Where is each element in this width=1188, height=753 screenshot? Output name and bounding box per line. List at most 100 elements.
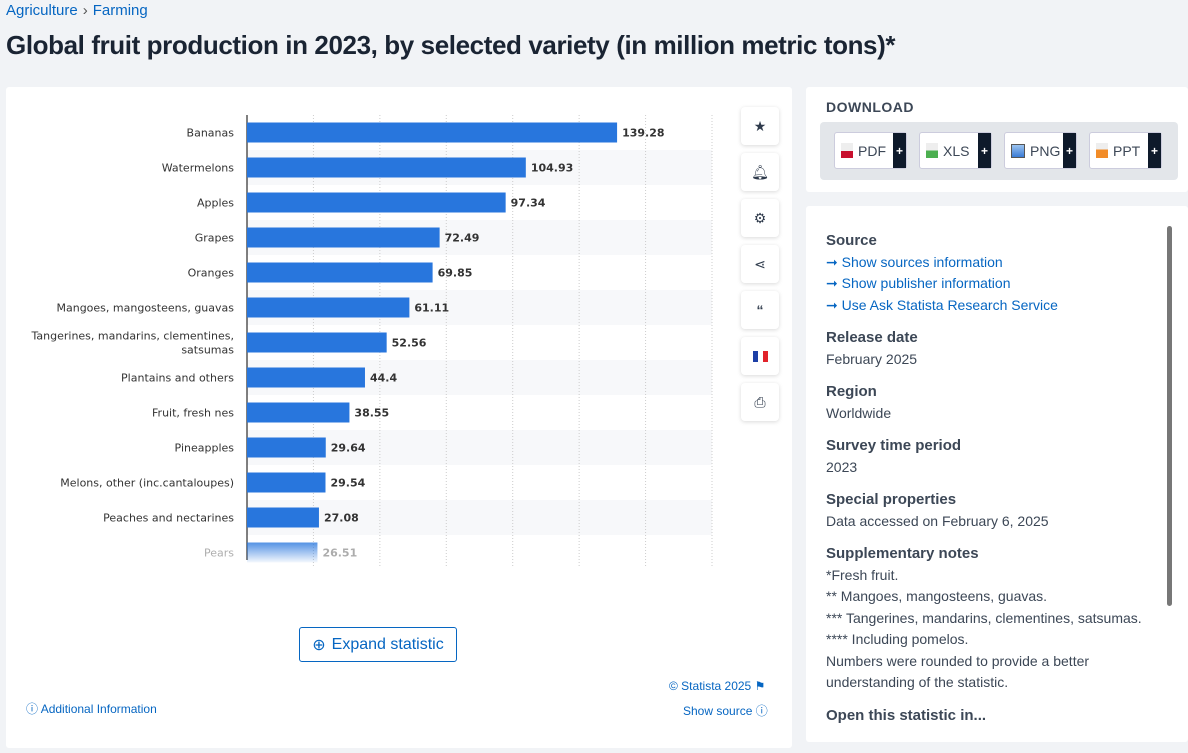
bar (247, 157, 526, 178)
bar (247, 122, 618, 143)
bar (247, 542, 318, 563)
show-source-label: Show source (683, 704, 753, 718)
download-pdf-button[interactable]: PDF + (834, 132, 907, 169)
ask-statista-link[interactable]: ➞ Use Ask Statista Research Service (826, 296, 1058, 313)
survey-period: 2023 (826, 458, 858, 475)
special-heading: Special properties (826, 491, 957, 508)
category-label: satsumas (181, 344, 234, 357)
notes-heading: Supplementary notes (826, 545, 979, 562)
download-title: DOWNLOAD (826, 99, 914, 115)
settings-button[interactable]: ⚙ (741, 199, 779, 237)
data-label: 26.51 (322, 547, 357, 560)
show-sources-link[interactable]: ➞ Show sources information (826, 253, 1003, 270)
info-icon: ⓘ (755, 704, 768, 718)
data-label: 61.11 (414, 302, 449, 315)
data-label: 27.08 (324, 512, 359, 525)
source-heading: Source (826, 232, 877, 249)
link-label: Use Ask Statista Research Service (841, 296, 1058, 313)
breadcrumb-agriculture[interactable]: Agriculture (6, 2, 78, 19)
favorite-button[interactable]: ★ (741, 107, 779, 145)
release-heading: Release date (826, 329, 918, 346)
flag-france-icon (752, 350, 768, 362)
note: Numbers were rounded to provide a better… (826, 652, 1090, 691)
pdf-file-icon (841, 143, 853, 158)
pdf-label: PDF (858, 142, 886, 159)
download-xls-button[interactable]: XLS + (919, 132, 992, 169)
copyright-text: © Statista 2025 (669, 679, 752, 693)
show-publisher-link[interactable]: ➞ Show publisher information (826, 275, 1011, 291)
download-buttons: PDF + XLS + PNG + PPT + (820, 122, 1178, 180)
show-source-link[interactable]: Show source ⓘ (683, 702, 768, 719)
category-label: Peaches and nectarines (103, 512, 234, 525)
bar (247, 472, 326, 493)
plus-circle-icon: ⊕ (312, 636, 326, 654)
ppt-label: PPT (1113, 142, 1141, 159)
expand-statistic-button[interactable]: ⊕ Expand statistic (299, 627, 457, 662)
gear-icon: ⚙ (753, 209, 767, 226)
page-title: Global fruit production in 2023, by sele… (6, 30, 896, 60)
breadcrumb: Agriculture › Farming (6, 2, 148, 19)
category-label: Mangoes, mangosteens, guavas (57, 302, 235, 315)
download-ppt-button[interactable]: PPT + (1089, 132, 1162, 169)
download-png-button[interactable]: PNG + (1004, 132, 1077, 169)
data-label: 44.4 (370, 372, 397, 385)
additional-info-label: Additional Information (40, 702, 157, 716)
additional-information-link[interactable]: ⓘ Additional Information (26, 700, 157, 717)
release-date: February 2025 (826, 350, 918, 367)
link-label: Show sources information (841, 253, 1003, 270)
category-label: Melons, other (inc.cantaloupes) (60, 477, 234, 490)
row-band (247, 500, 712, 535)
link-label: Show publisher information (841, 275, 1011, 291)
region-heading: Region (826, 383, 877, 400)
category-label: Fruit, fresh nes (152, 407, 234, 420)
chart-card: 139.28 Bananas 104.93 Watermelons 97.34 Apple… (6, 87, 792, 748)
period-heading: Survey time period (826, 437, 962, 454)
scrollbar[interactable] (1167, 226, 1172, 606)
plus-icon: + (1063, 133, 1076, 168)
data-label: 97.34 (511, 197, 546, 210)
note: **** Including pomelos. (826, 631, 969, 647)
data-label: 139.28 (622, 127, 664, 140)
breadcrumb-farming[interactable]: Farming (92, 2, 148, 19)
quote-icon: “ (756, 302, 764, 318)
bar (247, 437, 326, 458)
bar (247, 367, 365, 388)
copyright[interactable]: © Statista 2025 ⚑ (669, 679, 765, 693)
info-icon: ⓘ (26, 702, 39, 716)
data-label: 69.85 (438, 267, 473, 280)
download-panel: DOWNLOAD PDF + XLS + PNG + PPT + (806, 87, 1188, 192)
data-label: 72.49 (445, 232, 480, 245)
bar (247, 507, 319, 528)
category-label: Pineapples (175, 442, 235, 455)
png-image-icon (1011, 143, 1025, 158)
print-button[interactable]: ⎙ (741, 383, 779, 421)
category-label: Plantains and others (121, 372, 234, 385)
data-label: 38.55 (354, 407, 389, 420)
share-icon: ⋖ (754, 255, 766, 272)
note: *** Tangerines, mandarins, clementines, … (826, 609, 1142, 626)
share-button[interactable]: ⋖ (741, 245, 779, 283)
category-label: Grapes (195, 232, 235, 245)
category-label: Bananas (187, 127, 235, 140)
cite-button[interactable]: “ (741, 291, 779, 329)
category-label: Pears (204, 547, 234, 560)
bar-chart: 139.28 Bananas 104.93 Watermelons 97.34 Apple… (31, 115, 713, 567)
data-label: 29.64 (331, 442, 366, 455)
star-icon: ★ (753, 117, 767, 134)
notification-button[interactable]: 🔔︎ (741, 153, 779, 191)
png-label: PNG (1030, 142, 1061, 159)
flag-icon: ⚑ (754, 679, 766, 693)
note: *Fresh fruit. (826, 566, 899, 583)
xls-file-icon (926, 143, 938, 158)
region: Worldwide (826, 404, 892, 421)
data-label: 52.56 (392, 337, 427, 350)
data-label: 104.93 (531, 162, 573, 175)
statistic-details-panel: Source ➞ Show sources information ➞ Show… (806, 206, 1188, 742)
special-properties: Data accessed on February 6, 2025 (826, 512, 1049, 529)
language-button[interactable] (741, 337, 779, 375)
bell-icon: 🔔︎ (751, 163, 769, 180)
expand-label: Expand statistic (331, 635, 444, 653)
category-label: Tangerines, mandarins, clementines, (31, 330, 235, 343)
bar (247, 227, 440, 248)
bar (247, 192, 506, 213)
